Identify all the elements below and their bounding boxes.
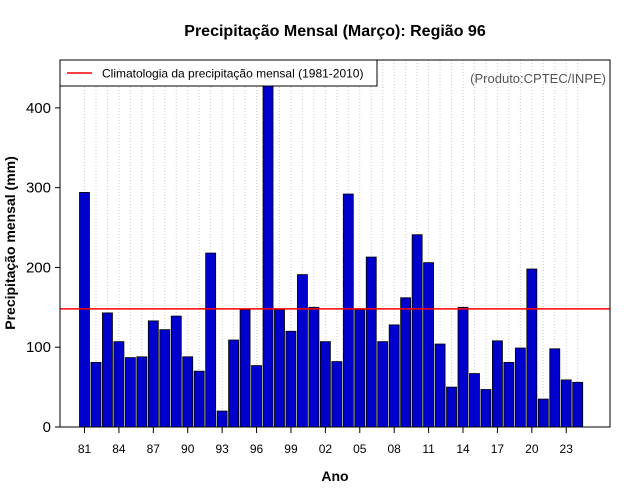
bar-05 [354, 309, 366, 428]
y-tick-label-200: 200 [26, 259, 51, 276]
bar-98 [274, 309, 285, 428]
x-tick-label-08: 08 [388, 442, 402, 456]
bar-92 [205, 252, 217, 428]
bar-20 [526, 268, 538, 428]
bar-00 [297, 274, 308, 428]
x-axis-label: Ano [321, 468, 348, 484]
x-tick-label-17: 17 [491, 442, 505, 456]
credit-text: (Produto:CPTEC/INPE) [470, 71, 606, 86]
bar-24 [572, 381, 584, 428]
bar-99 [285, 330, 297, 428]
x-tick-label-87: 87 [147, 442, 161, 456]
legend-label: Climatologia da precipitação mensal (198… [102, 67, 363, 81]
x-tick-label-23: 23 [560, 442, 574, 456]
bar-07 [377, 341, 389, 428]
legend-box [59, 59, 378, 87]
chart-title: Precipitação Mensal (Março): Região 96 [184, 23, 486, 40]
bar-86 [136, 356, 148, 428]
bar-02 [319, 341, 331, 428]
bar-06 [365, 256, 377, 428]
bar-87 [147, 320, 159, 428]
x-tick-label-05: 05 [353, 442, 367, 456]
x-tick-label-96: 96 [250, 442, 264, 456]
x-tick-label-81: 81 [78, 442, 92, 456]
bars [79, 78, 584, 428]
x-tick-label-99: 99 [284, 442, 298, 456]
y-axis-label: Precipitação mensal (mm) [2, 156, 18, 330]
bar-13 [446, 386, 457, 428]
bar-23 [560, 379, 572, 428]
y-tick-label-300: 300 [26, 180, 51, 197]
bar-91 [193, 370, 205, 428]
bar-08 [388, 324, 400, 428]
bar-18 [503, 361, 515, 428]
bar-04 [342, 193, 354, 428]
bar-93 [216, 410, 228, 428]
y-axis: 0 100 200 300 400 [26, 100, 60, 436]
y-tick-label-0: 0 [43, 419, 51, 436]
y-tick-label-100: 100 [26, 339, 51, 356]
bar-12 [434, 343, 446, 428]
x-tick-label-84: 84 [112, 442, 126, 456]
bar-21 [537, 398, 549, 428]
bar-19 [514, 347, 526, 428]
bar-11 [423, 262, 435, 428]
legend: Climatologia da precipitação mensal (198… [59, 59, 378, 87]
bar-09 [400, 297, 412, 428]
x-tick-label-93: 93 [215, 442, 229, 456]
bar-81 [79, 192, 90, 428]
x-tick-label-14: 14 [456, 442, 470, 456]
bar-03 [331, 361, 343, 428]
bar-97 [262, 78, 274, 428]
bar-17 [492, 340, 503, 428]
bar-16 [480, 389, 492, 428]
bar-96 [251, 365, 262, 428]
bar-14 [457, 306, 469, 428]
bar-10 [411, 234, 423, 428]
x-tick-label-02: 02 [319, 442, 333, 456]
bar-88 [159, 329, 171, 428]
x-axis: 81 84 87 90 93 96 99 02 05 08 11 14 17 20 23 [78, 427, 573, 456]
bar-15 [469, 373, 480, 428]
y-tick-label-400: 400 [26, 100, 51, 117]
x-tick-label-20: 20 [525, 442, 539, 456]
bar-95 [239, 309, 251, 428]
bar-01 [308, 306, 320, 428]
bar-89 [170, 315, 182, 428]
bar-84 [113, 341, 125, 428]
bar-83 [102, 312, 113, 428]
bar-90 [182, 356, 194, 428]
bar-94 [228, 339, 240, 428]
bar-85 [124, 357, 136, 428]
bar-82 [90, 361, 102, 428]
x-tick-label-90: 90 [181, 442, 195, 456]
bar-22 [549, 348, 561, 428]
x-tick-label-11: 11 [422, 442, 435, 456]
